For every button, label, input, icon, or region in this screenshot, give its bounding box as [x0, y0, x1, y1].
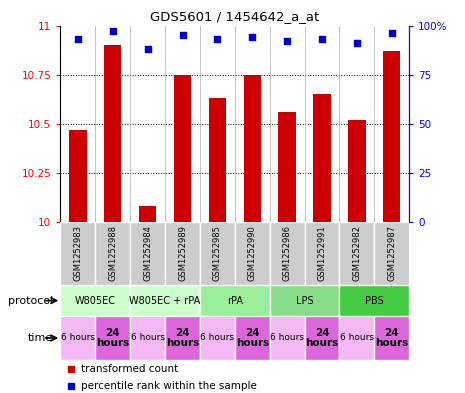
Point: [248, 34, 256, 40]
Bar: [244, 75, 261, 222]
Point: [74, 36, 82, 42]
Text: GSM1252987: GSM1252987: [387, 226, 396, 281]
Bar: [235, 316, 270, 360]
Text: W805EC + rPA: W805EC + rPA: [129, 296, 201, 306]
Bar: [339, 222, 374, 285]
Bar: [165, 316, 200, 360]
Bar: [174, 75, 191, 222]
Bar: [374, 316, 409, 360]
Bar: [279, 112, 296, 222]
Bar: [209, 98, 226, 222]
Text: LPS: LPS: [296, 296, 313, 306]
Text: GSM1252989: GSM1252989: [178, 226, 187, 281]
Bar: [95, 222, 130, 285]
Bar: [130, 316, 165, 360]
Text: 6 hours: 6 hours: [131, 334, 165, 342]
Point: [214, 36, 221, 42]
Point: [318, 36, 325, 42]
Bar: [200, 285, 270, 316]
Bar: [104, 45, 121, 222]
Point: [179, 32, 186, 39]
Text: 24
hours: 24 hours: [166, 328, 199, 348]
Bar: [165, 222, 200, 285]
Bar: [60, 285, 130, 316]
Text: GSM1252985: GSM1252985: [213, 226, 222, 281]
Bar: [339, 285, 409, 316]
Text: 6 hours: 6 hours: [340, 334, 374, 342]
Point: [283, 38, 291, 44]
Text: protocol: protocol: [8, 296, 53, 306]
Bar: [313, 94, 331, 222]
Text: GSM1252988: GSM1252988: [108, 226, 117, 281]
Text: 24
hours: 24 hours: [306, 328, 339, 348]
Text: 24
hours: 24 hours: [96, 328, 129, 348]
Title: GDS5601 / 1454642_a_at: GDS5601 / 1454642_a_at: [150, 10, 319, 23]
Bar: [305, 316, 339, 360]
Text: W805EC: W805EC: [75, 296, 116, 306]
Text: GSM1252984: GSM1252984: [143, 226, 152, 281]
Text: 6 hours: 6 hours: [61, 334, 95, 342]
Bar: [69, 130, 86, 222]
Text: GSM1252990: GSM1252990: [248, 226, 257, 281]
Bar: [130, 222, 165, 285]
Text: 6 hours: 6 hours: [270, 334, 304, 342]
Bar: [270, 222, 305, 285]
Bar: [200, 222, 235, 285]
Bar: [270, 316, 305, 360]
Text: rPA: rPA: [227, 296, 243, 306]
Bar: [305, 222, 339, 285]
Bar: [95, 316, 130, 360]
Bar: [383, 51, 400, 222]
Bar: [235, 222, 270, 285]
Text: GSM1252991: GSM1252991: [318, 226, 326, 281]
Bar: [374, 222, 409, 285]
Bar: [130, 285, 200, 316]
Text: PBS: PBS: [365, 296, 384, 306]
Text: GSM1252983: GSM1252983: [73, 226, 82, 281]
Bar: [60, 316, 95, 360]
Bar: [139, 206, 156, 222]
Text: time: time: [28, 333, 53, 343]
Bar: [200, 316, 235, 360]
Bar: [270, 285, 339, 316]
Text: 6 hours: 6 hours: [200, 334, 234, 342]
Bar: [60, 222, 95, 285]
Point: [388, 30, 395, 37]
Text: percentile rank within the sample: percentile rank within the sample: [81, 381, 257, 391]
Text: GSM1252986: GSM1252986: [283, 226, 292, 281]
Point: [144, 46, 152, 52]
Text: 24
hours: 24 hours: [375, 328, 408, 348]
Bar: [339, 316, 374, 360]
Text: 24
hours: 24 hours: [236, 328, 269, 348]
Text: GSM1252982: GSM1252982: [352, 226, 361, 281]
Point: [353, 40, 361, 46]
Text: transformed count: transformed count: [81, 364, 179, 374]
Point: [109, 28, 116, 35]
Bar: [348, 120, 365, 222]
